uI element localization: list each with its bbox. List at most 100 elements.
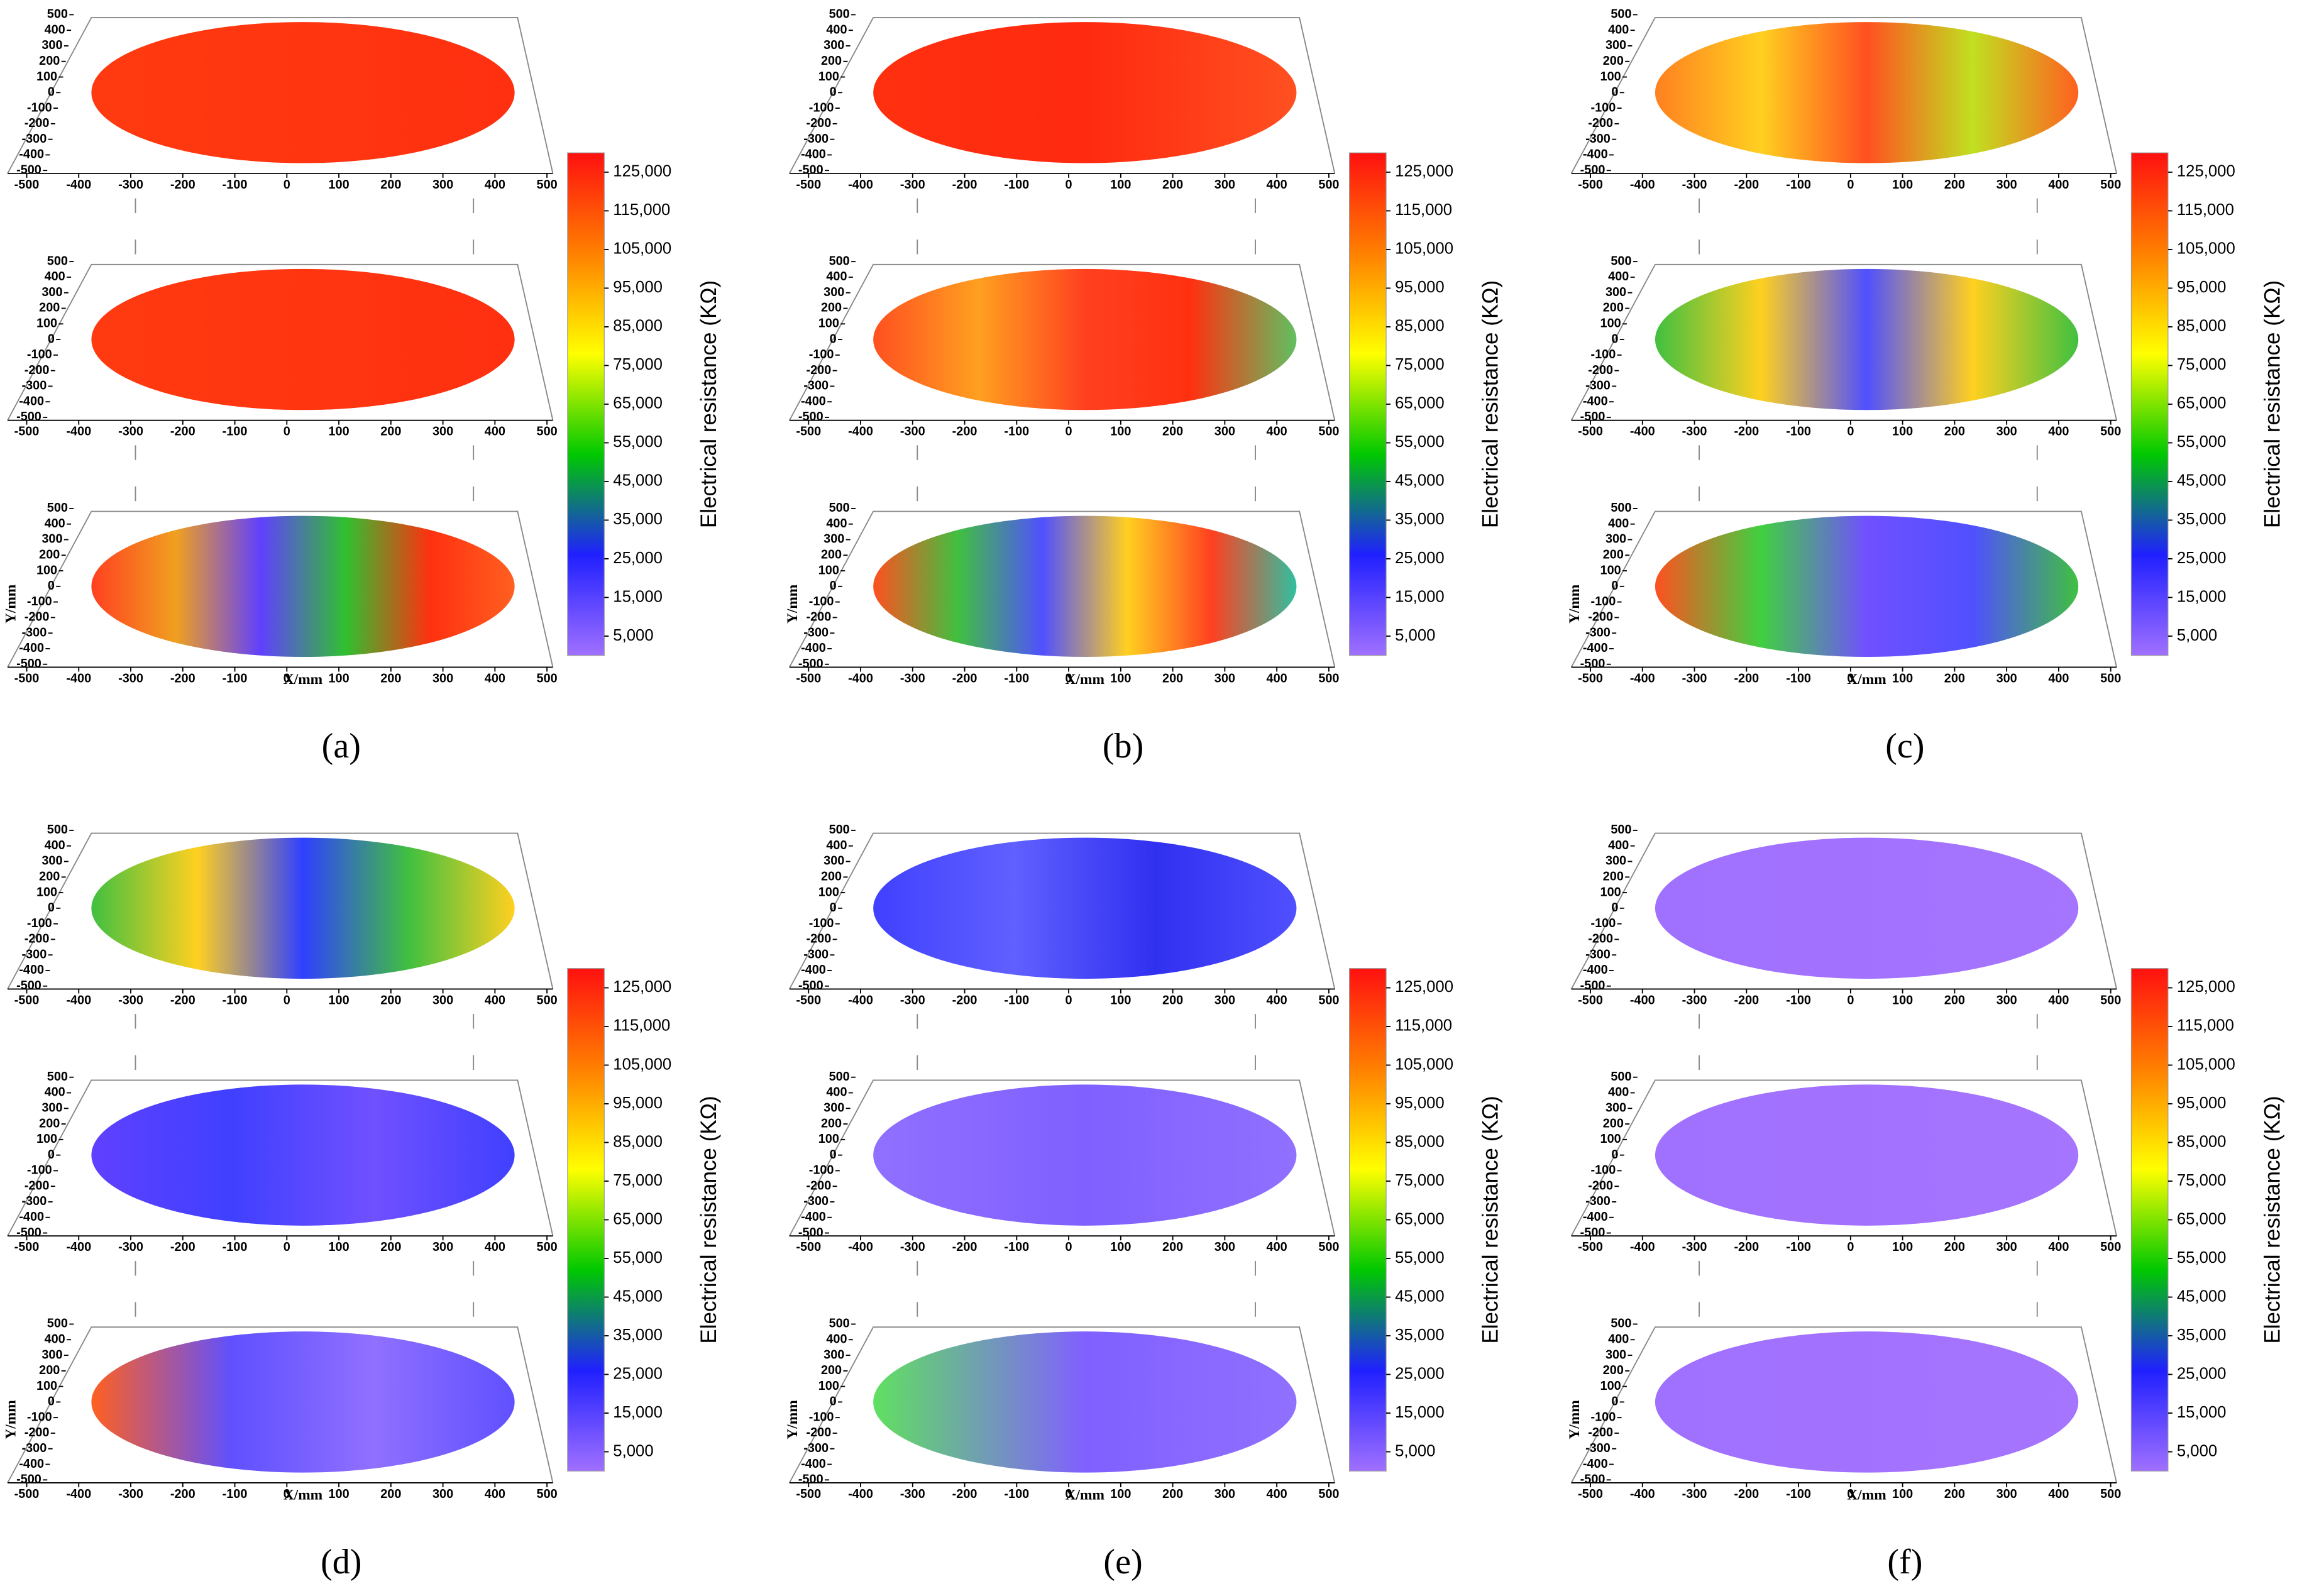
x-tick-label: 500 bbox=[2100, 425, 2121, 439]
resistance-map bbox=[91, 22, 515, 163]
y-tick-label: -300 bbox=[22, 625, 47, 639]
x-tick-label: -300 bbox=[118, 1240, 143, 1254]
x-tick-label: 0 bbox=[284, 425, 290, 439]
x-tick-label: -500 bbox=[1578, 1487, 1603, 1501]
x-tick-label: -400 bbox=[848, 1487, 873, 1501]
y-tick-label: 200 bbox=[39, 870, 60, 884]
y-tick-label: 200 bbox=[821, 1116, 842, 1130]
y-tick-label: 300 bbox=[1605, 1101, 1626, 1115]
y-tick-label: -500 bbox=[1580, 1226, 1605, 1240]
colorbar-tick-label: 65,000 bbox=[2177, 1210, 2227, 1228]
colorbar-label: Electrical resistance (KΩ) bbox=[1479, 1096, 1503, 1343]
x-tick-label: 400 bbox=[2048, 1487, 2069, 1501]
y-tick-label: 200 bbox=[821, 54, 842, 68]
y-tick-label: -500 bbox=[798, 1226, 823, 1240]
x-tick-label: -500 bbox=[14, 178, 40, 192]
x-tick-label: 100 bbox=[1892, 1240, 1913, 1254]
x-tick-label: -300 bbox=[900, 671, 925, 685]
x-tick-label: 300 bbox=[432, 1240, 453, 1254]
y-tick-label: -500 bbox=[1580, 410, 1605, 424]
y-tick-label: 300 bbox=[1605, 285, 1626, 299]
y-tick-label: 500 bbox=[1611, 501, 1631, 515]
x-tick-label: 400 bbox=[1267, 425, 1287, 439]
colorbar-tick-label: 125,000 bbox=[2177, 163, 2235, 180]
slice: -500-400-300-200-1000100200300400500-500… bbox=[7, 254, 558, 504]
y-axis-label: Y/mm bbox=[785, 1400, 801, 1439]
colorbar-tick-label: 15,000 bbox=[613, 588, 663, 605]
y-tick-label: 0 bbox=[1611, 1395, 1618, 1409]
colorbar-tick-label: 35,000 bbox=[2177, 1326, 2227, 1344]
y-tick-label: 300 bbox=[41, 1348, 62, 1362]
colorbar-tick-label: 45,000 bbox=[2177, 472, 2227, 490]
x-tick-label: -100 bbox=[1786, 1487, 1811, 1501]
x-tick-label: 500 bbox=[1318, 1487, 1339, 1501]
colorbar-tick-label: 15,000 bbox=[2177, 1404, 2227, 1421]
x-tick-label: 500 bbox=[1318, 671, 1339, 685]
x-tick-label: -200 bbox=[952, 1487, 978, 1501]
x-tick-label: -100 bbox=[1004, 671, 1029, 685]
colorbar-tick-label: 35,000 bbox=[613, 1326, 663, 1344]
y-tick-label: -400 bbox=[19, 641, 44, 655]
x-tick-label: -400 bbox=[1630, 1487, 1655, 1501]
y-tick-label: -300 bbox=[22, 1441, 47, 1455]
x-tick-label: -200 bbox=[170, 178, 196, 192]
colorbar-tick-label: 55,000 bbox=[2177, 433, 2227, 451]
x-tick-label: 100 bbox=[1892, 1487, 1913, 1501]
x-tick-label: -300 bbox=[900, 178, 925, 192]
resistance-map bbox=[1655, 1084, 2079, 1226]
colorbar-tick-label: 25,000 bbox=[1395, 1365, 1445, 1382]
colorbar-tick-label: 45,000 bbox=[1395, 1287, 1445, 1305]
y-tick-label: 100 bbox=[818, 1132, 839, 1146]
slice: -500-400-300-200-1000100200300400500-500… bbox=[785, 1317, 1339, 1501]
y-tick-label: 500 bbox=[829, 501, 850, 515]
y-tick-label: -200 bbox=[807, 1179, 832, 1192]
resistance-map bbox=[91, 1331, 515, 1473]
colorbar-tick-label: 35,000 bbox=[1395, 510, 1445, 528]
y-tick-label: -400 bbox=[801, 963, 826, 977]
x-tick-label: -200 bbox=[1734, 178, 1759, 192]
colorbar-tick-label: 95,000 bbox=[2177, 1094, 2227, 1112]
resistance-map bbox=[91, 837, 515, 979]
x-tick-label: 400 bbox=[1267, 671, 1287, 685]
x-tick-label: -300 bbox=[1682, 178, 1707, 192]
x-tick-label: 300 bbox=[432, 425, 453, 439]
y-tick-label: -300 bbox=[22, 1194, 47, 1208]
x-tick-label: -100 bbox=[1004, 993, 1029, 1007]
colorbar-tick-label: 35,000 bbox=[2177, 510, 2227, 528]
x-tick-label: 400 bbox=[485, 425, 505, 439]
colorbar bbox=[1349, 968, 1387, 1472]
y-tick-label: 200 bbox=[821, 870, 842, 884]
y-axis-label: Y/mm bbox=[3, 584, 19, 624]
y-tick-label: -300 bbox=[803, 1441, 829, 1455]
slice-frame bbox=[7, 17, 554, 174]
x-tick-label: 200 bbox=[380, 671, 401, 685]
y-tick-label: 200 bbox=[1603, 301, 1624, 315]
x-tick-label: -300 bbox=[1682, 671, 1707, 685]
colorbar-label: Electrical resistance (KΩ) bbox=[697, 1096, 721, 1343]
x-tick-label: 300 bbox=[432, 993, 453, 1007]
y-tick-label: 400 bbox=[1608, 1086, 1629, 1099]
slice-frame bbox=[7, 263, 554, 421]
x-tick-label: 500 bbox=[537, 671, 558, 685]
y-tick-label: -500 bbox=[16, 1226, 41, 1240]
x-tick-label: 300 bbox=[432, 1487, 453, 1501]
y-tick-label: -500 bbox=[16, 1473, 41, 1487]
x-tick-label: 200 bbox=[1944, 178, 1965, 192]
y-tick-label: 200 bbox=[821, 548, 842, 562]
panel: -500-400-300-200-1000100200300400500-500… bbox=[1567, 823, 2284, 1582]
y-tick-label: -200 bbox=[25, 610, 50, 624]
y-tick-label: -400 bbox=[801, 394, 826, 408]
resistance-map bbox=[91, 268, 515, 410]
y-tick-label: -200 bbox=[1588, 1179, 1613, 1192]
resistance-map bbox=[91, 1084, 515, 1226]
y-tick-label: 0 bbox=[830, 332, 837, 346]
x-tick-label: -200 bbox=[1734, 1240, 1759, 1254]
x-tick-label: 0 bbox=[1847, 425, 1854, 439]
y-tick-label: 100 bbox=[36, 885, 57, 899]
x-tick-label: -100 bbox=[223, 993, 248, 1007]
y-tick-label: 0 bbox=[830, 579, 837, 593]
x-tick-label: 400 bbox=[485, 993, 505, 1007]
y-tick-label: 0 bbox=[830, 901, 837, 915]
y-tick-label: -200 bbox=[807, 610, 832, 624]
